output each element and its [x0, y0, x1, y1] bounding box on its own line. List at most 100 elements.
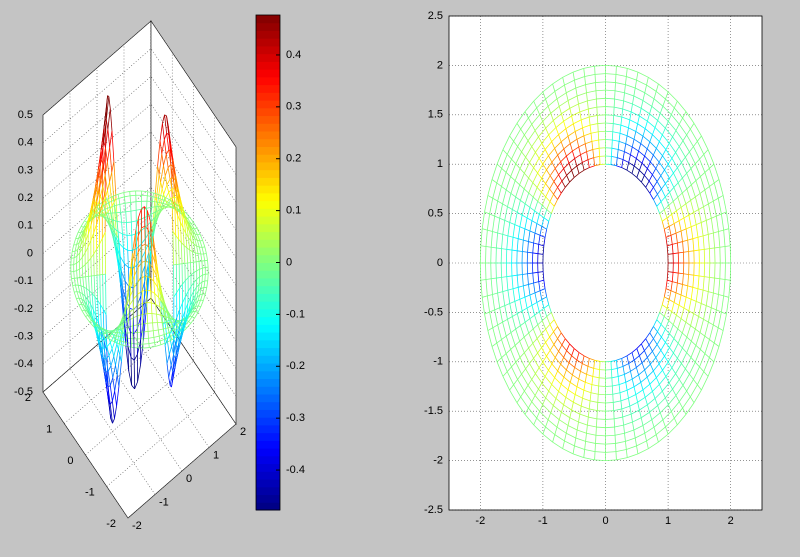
mesh-line [670, 290, 677, 294]
mesh-line [157, 215, 160, 219]
mesh-line [134, 381, 138, 390]
mesh-line [685, 200, 691, 205]
colorbar-cell [256, 502, 280, 511]
mesh-line [685, 228, 689, 241]
mesh-line [520, 321, 526, 326]
mesh-line [628, 398, 631, 407]
mesh-line [103, 216, 107, 220]
mesh-line [649, 326, 654, 334]
mesh-line [654, 120, 659, 128]
mesh-line [554, 351, 559, 358]
mesh-line [145, 221, 151, 228]
mesh-line [672, 324, 679, 330]
mesh-line [702, 276, 705, 291]
mesh-line [511, 249, 518, 252]
mesh-line [527, 140, 533, 147]
mesh-line [623, 92, 625, 101]
mesh-line [187, 286, 192, 292]
mesh-line [120, 211, 126, 213]
mesh-line [673, 352, 678, 359]
mesh-line [640, 143, 648, 150]
mesh-line [155, 304, 161, 308]
mesh-line [516, 238, 519, 251]
mesh-line [514, 180, 520, 186]
mesh-line [114, 391, 117, 407]
mesh-line [97, 196, 101, 205]
mesh-line [524, 347, 529, 353]
mesh-line [184, 291, 189, 297]
mesh-line [161, 322, 164, 330]
mesh-line [691, 340, 697, 346]
mesh-line [566, 343, 570, 351]
mesh-line [693, 366, 700, 380]
mesh-line [642, 419, 653, 426]
mesh-line [519, 341, 525, 353]
mesh-line [630, 371, 633, 380]
mesh-line [690, 226, 694, 239]
mesh-line [160, 314, 166, 317]
mesh-line [113, 200, 116, 206]
mesh-line [695, 288, 699, 302]
mesh-line [169, 178, 173, 190]
mesh-line [80, 230, 84, 234]
mesh-line [176, 319, 179, 322]
mesh-line [650, 154, 654, 162]
mesh-line [520, 188, 525, 201]
mesh-line [673, 292, 677, 303]
mesh-line [681, 192, 687, 204]
mesh-line [619, 125, 622, 134]
mesh-line [113, 197, 117, 203]
mesh-line [142, 313, 148, 315]
x-tick-label: -2 [475, 515, 485, 527]
mesh-line [179, 201, 183, 210]
mesh-line [105, 355, 110, 360]
mesh-line [115, 349, 119, 366]
mesh-line [157, 286, 162, 295]
mesh-line [496, 361, 504, 377]
mesh-line [669, 178, 675, 188]
mesh-line [153, 192, 160, 196]
mesh-line [669, 299, 675, 303]
mesh-line [699, 176, 706, 191]
mesh-line [560, 383, 569, 391]
mesh-line [545, 127, 550, 136]
mesh-line [670, 281, 673, 291]
colorbar-tick-label: 0.4 [286, 49, 301, 61]
mesh-line [537, 352, 544, 363]
mesh-line [644, 391, 653, 398]
mesh-line [166, 363, 170, 378]
mesh-line [659, 141, 667, 150]
mesh-line [549, 336, 555, 345]
mesh-line [572, 123, 576, 132]
mesh-line [84, 309, 87, 312]
mesh-line [165, 154, 169, 168]
mesh-line [167, 326, 173, 329]
mesh-line [575, 437, 586, 442]
mesh-line [188, 222, 192, 224]
mesh-line [534, 395, 543, 405]
mesh-line [677, 197, 682, 208]
mesh-line [709, 182, 715, 187]
mesh-line [673, 252, 679, 255]
mesh-line [649, 187, 654, 194]
mesh-line [641, 181, 647, 188]
mesh-line [578, 143, 586, 148]
mesh-line [611, 147, 619, 150]
mesh-line [576, 165, 580, 174]
mesh-line [636, 158, 643, 164]
grid-line [96, 68, 183, 472]
mesh-line [656, 336, 662, 345]
mesh-line [550, 206, 555, 214]
mesh-line [681, 363, 686, 370]
mesh-line [704, 276, 710, 278]
mesh-line [554, 357, 561, 365]
mesh-line [114, 237, 117, 248]
mesh-line [116, 329, 121, 345]
mesh-line [682, 385, 687, 392]
mesh-line [574, 367, 581, 372]
colorbar-tick-label: -0.4 [286, 464, 305, 476]
mesh-line [484, 311, 490, 315]
mesh-line [726, 211, 730, 229]
mesh-line [537, 172, 542, 179]
mesh-line [636, 343, 642, 349]
